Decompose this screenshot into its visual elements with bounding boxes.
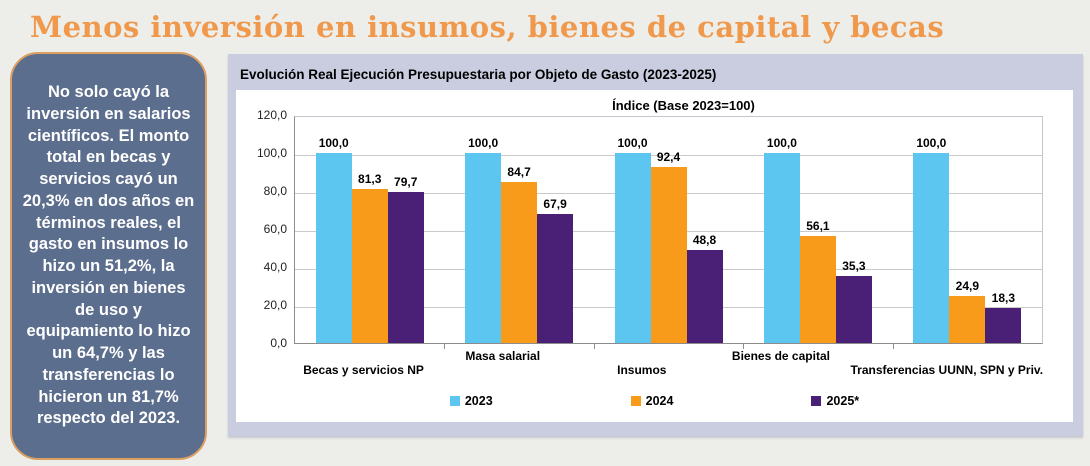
- legend-label: 2025*: [826, 394, 860, 408]
- y-axis: 120,0 100,0 80,0 60,0 40,0 20,0 0,0: [236, 108, 294, 350]
- bar-value-label: 67,9: [543, 197, 567, 211]
- bar-2025-3: 48,8: [686, 233, 723, 343]
- x-label-cell: Bienes de capital: [711, 344, 850, 384]
- page-title: Menos inversión en insumos, bienes de ca…: [30, 10, 945, 44]
- legend-swatch-icon: [449, 396, 460, 406]
- x-tick-mark: [743, 344, 745, 349]
- x-category-label: Transferencias UUNN, SPN y Priv.: [850, 363, 1044, 377]
- gridline: [295, 155, 1042, 156]
- legend-swatch-icon: [811, 396, 822, 406]
- bar-2024-3: 92,4: [650, 150, 687, 343]
- bar-value-label: 56,1: [806, 219, 830, 234]
- bar-value-label: 35,3: [842, 258, 866, 273]
- legend-item-2023: 2023: [449, 394, 493, 408]
- bar-value-label: 100,0: [916, 136, 947, 150]
- bar-value-label: 48,8: [692, 233, 717, 248]
- bar-value-label: 81,3: [358, 171, 382, 186]
- bar-2023-5: 100,0: [913, 136, 950, 343]
- plot-area: 100,0 81,3 79,7 100,0 84,7 67,9 100,0 92,4 48,8 1…: [294, 116, 1043, 349]
- bar-group: 100,0 24,9 18,3: [893, 117, 1042, 343]
- y-tick-label: 80,0: [263, 184, 287, 198]
- x-label-cell: Becas y servicios NP: [294, 344, 433, 384]
- y-tick-label: 60,0: [263, 222, 287, 236]
- plot-row: 120,0 100,0 80,0 60,0 40,0 20,0 0,0 100,0 81,3 7…: [236, 108, 1043, 350]
- x-category-label: Masa salarial: [465, 349, 541, 363]
- page: Menos inversión en insumos, bienes de ca…: [0, 10, 1090, 461]
- bar-2025-5: 18,3: [985, 291, 1022, 343]
- x-label-cell: Insumos: [572, 344, 711, 384]
- y-tick-label: 120,0: [256, 108, 287, 122]
- bar-value-label: 18,3: [991, 291, 1016, 306]
- summary-callout: No solo cayó la inversión en salarios ci…: [10, 52, 207, 461]
- bar-2025-2: 67,9: [537, 197, 574, 343]
- legend-item-2025: 2025*: [811, 394, 859, 408]
- legend-label: 2023: [464, 394, 493, 408]
- bar-2024-4: 56,1: [799, 219, 836, 343]
- bar-value-label: 100,0: [766, 136, 797, 150]
- summary-callout-text: No solo cayó la inversión en salarios ci…: [22, 83, 195, 428]
- x-category-label: Becas y servicios NP: [303, 363, 424, 377]
- x-category-label: Bienes de capital: [731, 349, 830, 363]
- bar-2023-1: 100,0: [315, 136, 352, 343]
- bar-group: 100,0 56,1 35,3: [743, 117, 892, 343]
- bar-group: 100,0 92,4 48,8: [594, 117, 743, 343]
- chart-area: Índice (Base 2023=100) 120,0 100,0 80,0 60,…: [236, 90, 1073, 422]
- legend-item-2024: 2024: [630, 394, 674, 408]
- bar-value-label: 24,9: [955, 278, 980, 293]
- legend-label: 2024: [645, 394, 674, 408]
- bar-value-label: 100,0: [617, 136, 648, 150]
- bar-group: 100,0 81,3 79,7: [295, 117, 444, 343]
- x-axis-labels: Becas y servicios NP Masa salarial Insumos…: [294, 344, 1043, 384]
- bar-value-label: 100,0: [468, 136, 499, 150]
- bar-2023-2: 100,0: [465, 136, 502, 343]
- bar-value-label: 92,4: [656, 150, 681, 165]
- legend: 2023 2024 2025*: [236, 394, 1073, 408]
- y-tick-label: 40,0: [263, 260, 287, 274]
- y-tick-label: 0,0: [270, 336, 287, 350]
- bar-2025-4: 35,3: [835, 259, 872, 343]
- x-category-label: Insumos: [617, 363, 667, 377]
- bar-2023-3: 100,0: [614, 136, 651, 343]
- bar-value-label: 100,0: [318, 136, 349, 150]
- x-label-cell: Transferencias UUNN, SPN y Priv.: [851, 344, 1044, 384]
- y-tick-label: 100,0: [256, 146, 287, 160]
- y-tick-label: 20,0: [263, 298, 287, 312]
- chart-panel: Evolución Real Ejecución Presupuestaria …: [228, 54, 1083, 436]
- bar-2024-5: 24,9: [949, 279, 986, 343]
- chart-title: Índice (Base 2023=100): [612, 98, 755, 113]
- chart-panel-title: Evolución Real Ejecución Presupuestaria …: [240, 67, 717, 82]
- x-label-cell: Masa salarial: [433, 344, 572, 384]
- x-tick-mark: [444, 344, 446, 349]
- bar-2025-1: 79,7: [387, 175, 424, 343]
- bar-value-label: 84,7: [507, 165, 531, 180]
- x-tick-mark: [593, 344, 595, 349]
- bar-group: 100,0 84,7 67,9: [444, 117, 593, 343]
- bar-2023-4: 100,0: [763, 136, 800, 343]
- bar-2024-2: 84,7: [501, 165, 538, 343]
- bar-2024-1: 81,3: [351, 172, 388, 343]
- bar-value-label: 79,7: [394, 174, 418, 189]
- x-tick-mark: [892, 344, 894, 349]
- content-row: No solo cayó la inversión en salarios ci…: [0, 52, 1090, 461]
- legend-swatch-icon: [630, 396, 641, 406]
